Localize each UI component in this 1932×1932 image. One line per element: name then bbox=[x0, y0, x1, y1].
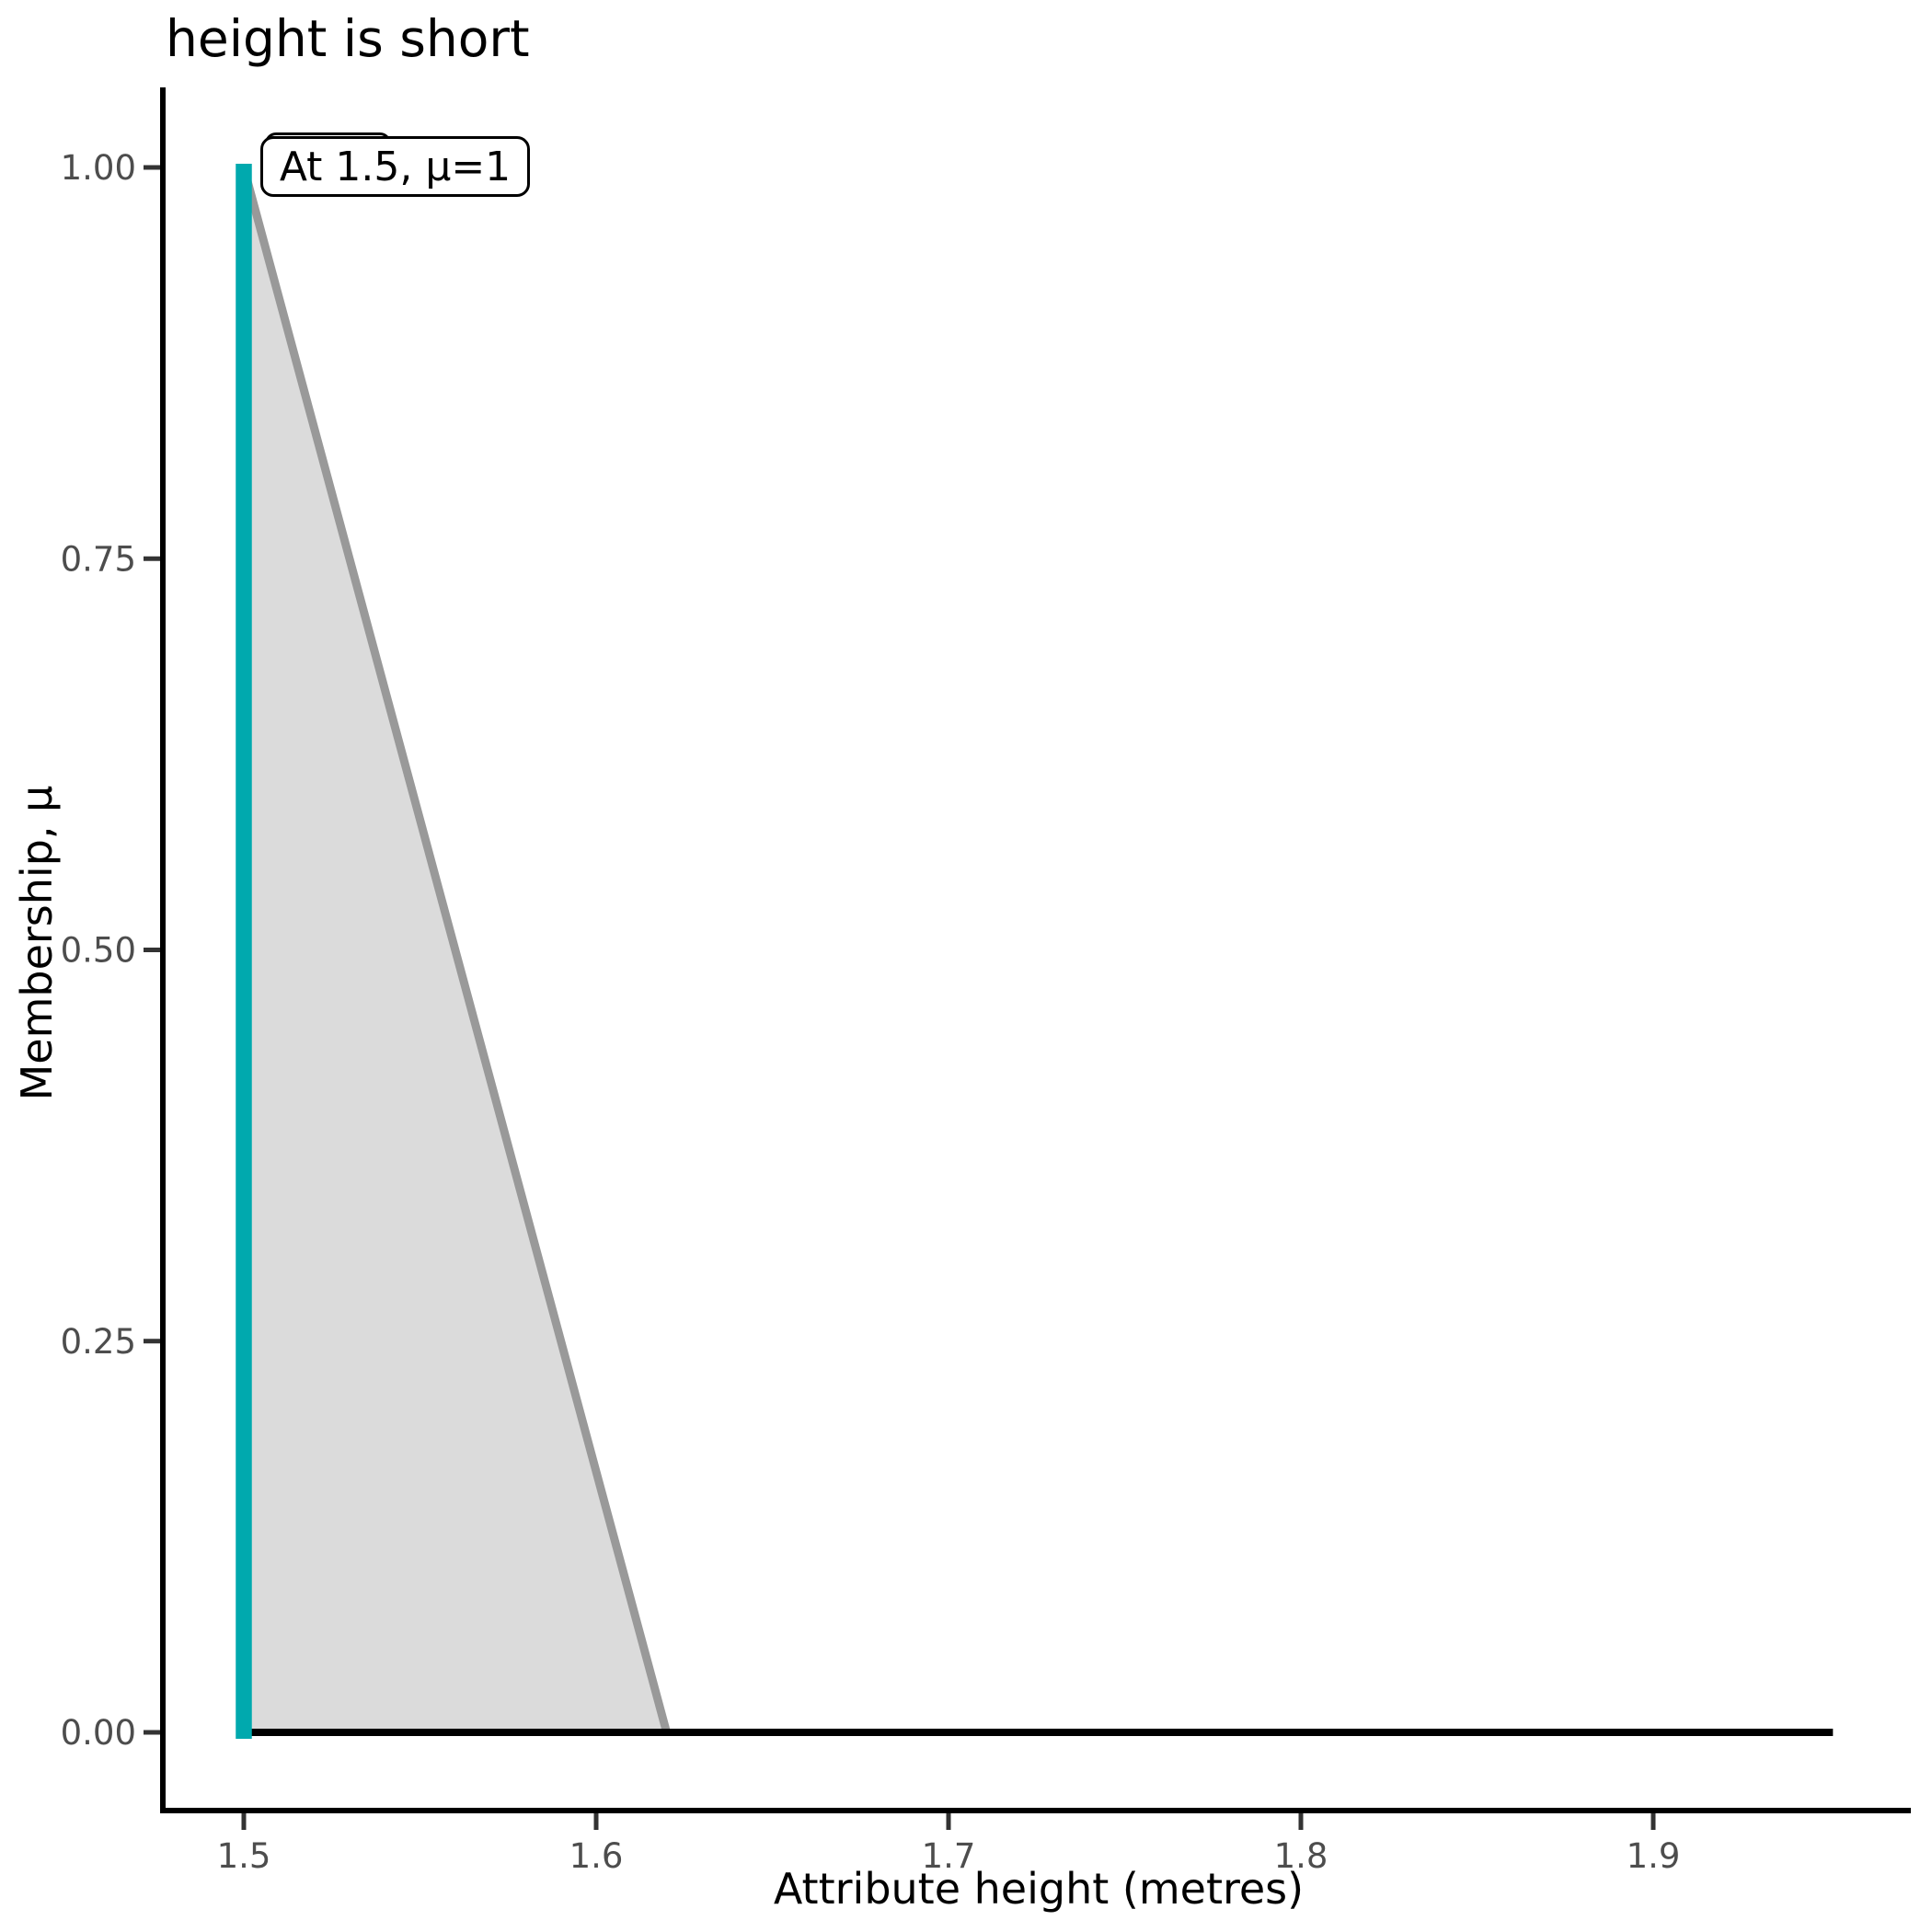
y-tick-label: 0.00 bbox=[61, 1713, 136, 1753]
annotation-label: At 1.5, μ=1 bbox=[260, 136, 530, 197]
membership-value-bar bbox=[236, 164, 252, 1739]
y-axis-title: Membership, μ bbox=[12, 785, 62, 1101]
x-axis-title: Attribute height (metres) bbox=[773, 1864, 1305, 1914]
x-tick-label: 1.8 bbox=[1274, 1836, 1328, 1876]
x-tick-label: 1.7 bbox=[922, 1836, 976, 1876]
y-tick-label: 1.00 bbox=[61, 148, 136, 188]
x-tick-label: 1.5 bbox=[217, 1836, 271, 1876]
y-tick-label: 0.25 bbox=[61, 1322, 136, 1362]
x-tick-label: 1.9 bbox=[1627, 1836, 1681, 1876]
plot-title: height is short bbox=[166, 9, 530, 68]
membership-curve-line bbox=[239, 166, 671, 1734]
y-tick-label: 0.50 bbox=[61, 931, 136, 971]
annotation-text: At 1.5, μ=1 bbox=[279, 143, 512, 190]
y-tick-label: 0.75 bbox=[61, 539, 136, 579]
x-tick-label: 1.6 bbox=[569, 1836, 624, 1876]
